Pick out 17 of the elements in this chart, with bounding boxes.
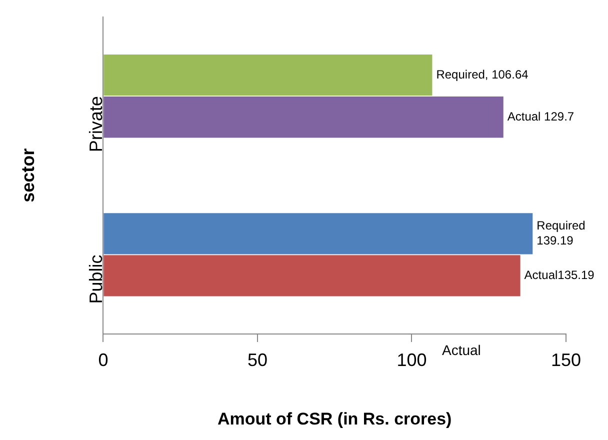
x-tick-label: 50	[247, 350, 268, 370]
bar	[104, 213, 533, 254]
x-axis-title: Amout of CSR (in Rs. crores)	[217, 409, 452, 428]
data-label: Actual135.19	[524, 268, 595, 282]
text: Actual	[442, 342, 481, 358]
data-label: Required 139.19	[536, 218, 586, 248]
x-tick-label: 0	[98, 350, 108, 370]
y-tick-label: Public	[86, 254, 106, 304]
x-tick-label: 100	[396, 350, 427, 370]
y-tick-label: Private	[86, 96, 106, 152]
x-tick-label: 150	[550, 350, 582, 370]
bar	[104, 96, 504, 138]
data-label: Required, 106.64	[436, 67, 529, 82]
y-axis-title: sector	[18, 148, 38, 202]
bar	[104, 255, 520, 296]
bar	[104, 54, 432, 96]
data-label: Actual 129.7	[507, 109, 574, 124]
